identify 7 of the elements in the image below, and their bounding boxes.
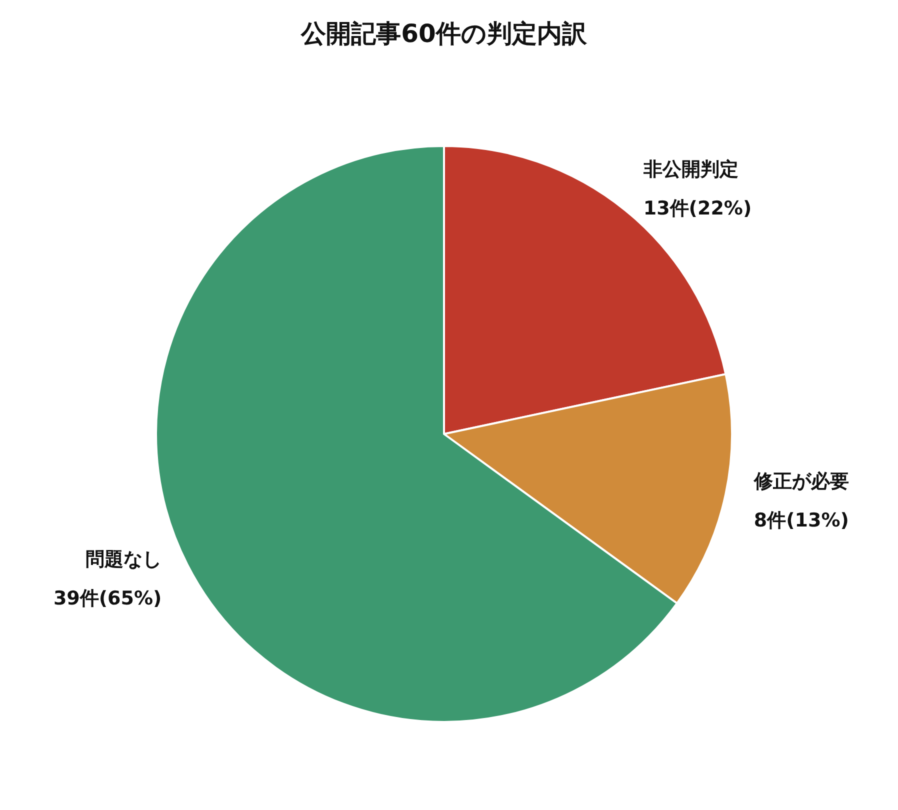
data-label: 8件(13%) xyxy=(754,509,849,532)
data-label: 13件(22%) xyxy=(643,197,752,220)
chart-title: 公開記事60件の判定内訳 xyxy=(300,19,588,48)
slice-label: 修正が必要 xyxy=(752,470,849,492)
slice-label: 問題なし xyxy=(86,548,162,570)
data-label: 39件(65%) xyxy=(53,587,162,610)
slice-label: 非公開判定 xyxy=(642,158,738,180)
